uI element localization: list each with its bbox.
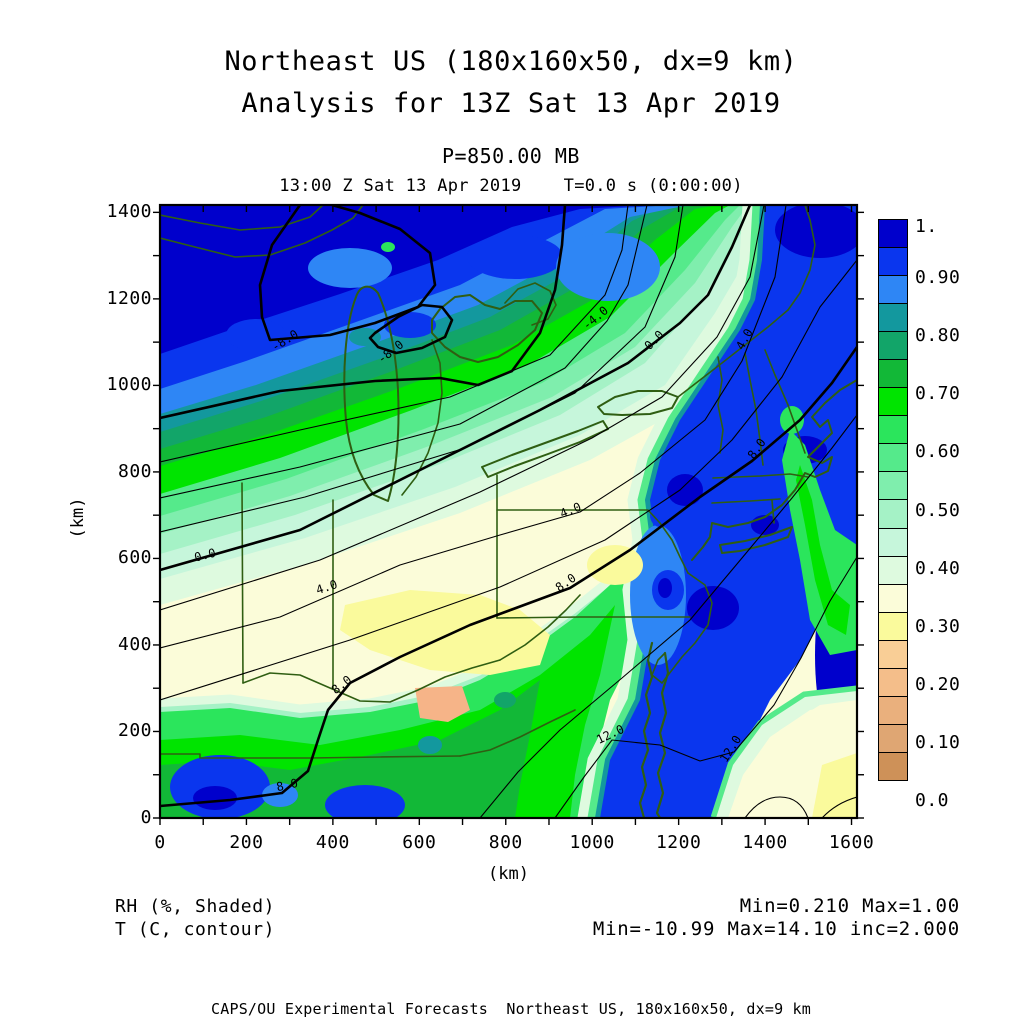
contour-value-label: 8.0 (275, 776, 299, 794)
colorbar-cell (878, 611, 908, 641)
colorbar-tick-label: 0.80 (915, 325, 961, 347)
colorbar-tick-label: 0.20 (915, 673, 961, 695)
y-tick-label: 600 (117, 547, 152, 569)
colorbar-tick-label: 0.90 (915, 267, 961, 289)
colorbar-cell (878, 555, 908, 585)
y-tick-label: 800 (117, 460, 152, 482)
y-axis-unit-label: (km) (68, 497, 88, 539)
page-subtitle: Analysis for 13Z Sat 13 Apr 2019 (241, 88, 781, 119)
contour-field-label: T (C, contour) (115, 919, 276, 940)
field-stats: Min=0.210 Max=1.00 Min=-10.99 Max=14.10 … (593, 895, 960, 941)
shaded-stats-label: Min=0.210 Max=1.00 (739, 895, 960, 917)
colorbar (878, 219, 908, 781)
colorbar-tick-label: 1. (915, 216, 938, 237)
y-tick-label: 1400 (106, 201, 152, 223)
x-axis-unit-label: (km) (488, 864, 529, 884)
colorbar-cell (878, 275, 908, 305)
x-tick-label: 400 (315, 832, 350, 853)
x-tick-label: 800 (488, 832, 523, 853)
colorbar-cell (878, 527, 908, 557)
y-tick-label: 1000 (106, 374, 152, 396)
y-tick-label: 200 (117, 720, 152, 742)
pressure-level-label: P=850.00 MB (442, 144, 580, 168)
x-tick-label: 1600 (828, 832, 875, 853)
colorbar-cell (878, 499, 908, 529)
colorbar-tick-label: 0.10 (915, 731, 961, 753)
axis-ticks (153, 205, 864, 825)
x-tick-label: 1400 (742, 832, 788, 853)
contour-value-label: 4.0 (314, 577, 339, 597)
colorbar-tick-label: 0.70 (915, 383, 961, 405)
colorbar-cell (878, 359, 908, 389)
contour-value-label: 0.0 (193, 546, 217, 565)
y-tick-label: 0 (140, 807, 152, 828)
contour-stats-label: Min=-10.99 Max=14.10 inc=2.000 (592, 918, 960, 940)
colorbar-cell (878, 247, 908, 277)
colorbar-cell (878, 723, 908, 753)
colorbar-cell (878, 667, 908, 697)
x-tick-label: 0 (154, 832, 166, 853)
colorbar-cell (878, 387, 908, 417)
colorbar-tick-label: 0.40 (915, 557, 961, 579)
colorbar-tick-label: 0.60 (915, 441, 961, 463)
field-legend: RH (%, Shaded) T (C, contour) (115, 895, 275, 941)
valid-time-label: 13:00 Z Sat 13 Apr 2019 T=0.0 s (0:00:00… (279, 176, 743, 196)
colorbar-cell (878, 695, 908, 725)
colorbar-tick-label: 0.0 (915, 790, 950, 811)
y-tick-label: 1200 (106, 287, 152, 309)
temperature-contours-layer (160, 205, 857, 818)
x-tick-label: 1000 (569, 832, 615, 853)
colorbar-cell (878, 443, 908, 473)
shaded-field-label: RH (%, Shaded) (115, 896, 276, 917)
colorbar-tick-label: 0.30 (915, 615, 961, 637)
colorbar-cell (878, 303, 908, 333)
map-plot: -8.0 -8.0-4.00.0 4.08.00.04.04.08.08.08.01… (153, 203, 864, 825)
colorbar-cell (878, 331, 908, 361)
colorbar-tick-label: 0.50 (915, 499, 961, 521)
x-tick-label: 1200 (655, 832, 702, 853)
x-tick-label: 600 (402, 832, 437, 853)
colorbar-cell (878, 639, 908, 669)
colorbar-cell (878, 751, 908, 781)
colorbar-cell (878, 219, 908, 249)
page-title: Northeast US (180x160x50, dx=9 km) (224, 46, 798, 77)
credit-footer: CAPS/OU Experimental Forecasts Northeast… (211, 1000, 811, 1018)
x-tick-label: 200 (229, 832, 264, 853)
colorbar-cell (878, 415, 908, 445)
colorbar-cell (878, 583, 908, 613)
map-frame (158, 203, 859, 820)
y-tick-label: 400 (117, 633, 152, 655)
colorbar-cell (878, 471, 908, 501)
